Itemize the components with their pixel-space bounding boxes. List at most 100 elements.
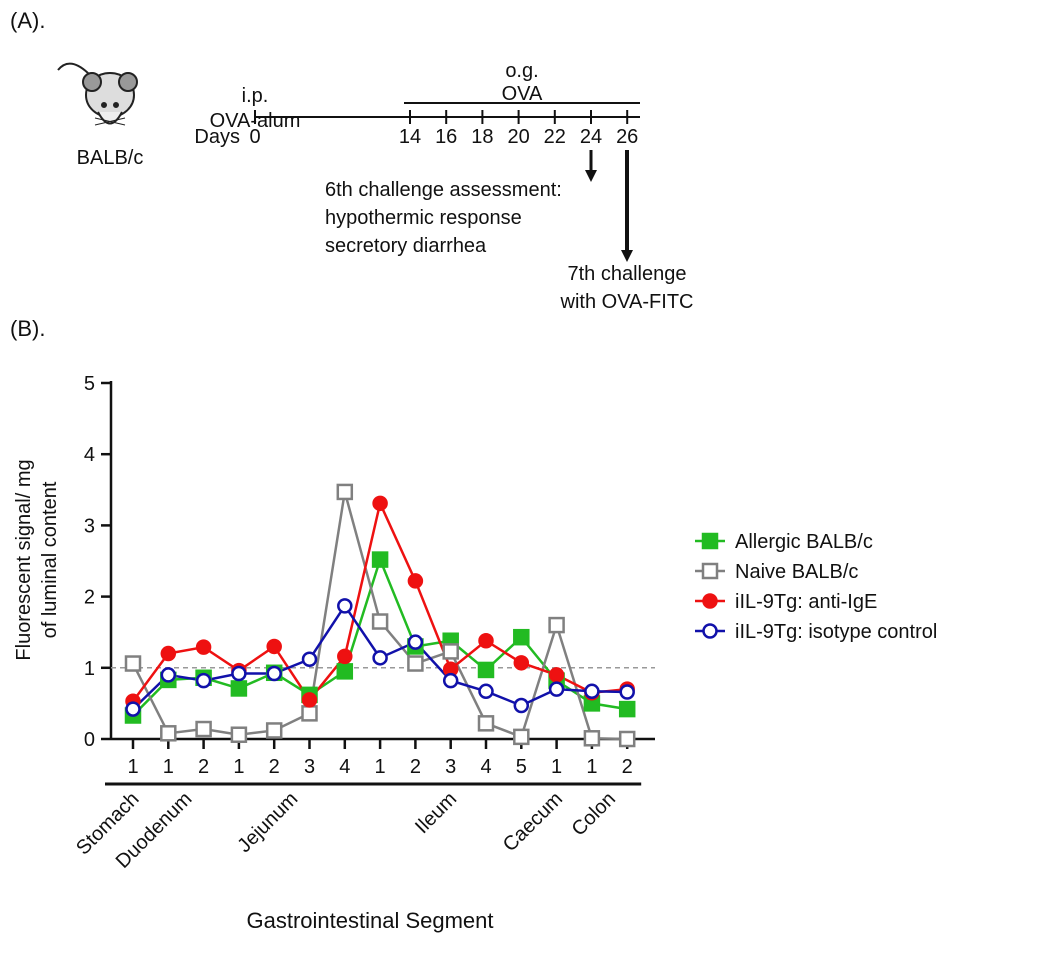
marker	[702, 623, 718, 639]
day-label: 14	[399, 126, 421, 148]
marker	[301, 692, 318, 708]
marker	[371, 613, 389, 630]
marker	[371, 551, 389, 568]
marker	[548, 616, 565, 634]
day-label: 18	[471, 126, 493, 148]
marker	[513, 697, 530, 714]
route-label: o.g.	[505, 60, 538, 82]
marker	[442, 672, 459, 689]
marker	[124, 655, 142, 672]
assessment-text: hypothermic response	[325, 207, 522, 229]
group-label: Jejunum	[233, 788, 302, 857]
group-label: Ileum	[411, 788, 461, 838]
marker	[265, 722, 283, 739]
marker	[513, 628, 530, 646]
y-tick-label: 0	[84, 729, 95, 751]
marker	[195, 639, 212, 655]
day-label: 20	[507, 126, 529, 148]
legend-label: iIL-9Tg: anti-IgE	[735, 591, 877, 613]
day-ticks: 0 14 16 18 20 22 24 26	[249, 110, 638, 148]
y-tick-label: 4	[84, 444, 95, 466]
marker	[372, 495, 388, 512]
assessment-text: secretory diarrhea	[325, 235, 487, 257]
marker	[548, 667, 565, 683]
x-tick-label: 2	[269, 756, 280, 778]
day-label: 16	[435, 126, 457, 148]
marker	[407, 573, 424, 589]
x-tick-label: 1	[233, 756, 244, 778]
marker	[618, 730, 636, 748]
strain-label: BALB/c	[77, 147, 144, 169]
marker	[266, 638, 282, 655]
day-label: 24	[580, 126, 602, 148]
assessment-text: 6th challenge assessment:	[325, 179, 562, 201]
y-tick-label: 3	[84, 515, 95, 537]
days-label: Days	[194, 126, 240, 148]
marker	[195, 720, 212, 738]
marker	[301, 651, 318, 668]
x-tick-label: 5	[516, 756, 527, 778]
x-axis-title: Gastrointestinal Segment	[246, 908, 493, 933]
group-label: Colon	[568, 788, 621, 841]
x-tick-label: 1	[551, 756, 562, 778]
day-label: 26	[616, 126, 638, 148]
marker	[160, 645, 177, 662]
panel-label: (B).	[10, 316, 45, 341]
marker	[478, 683, 494, 700]
marker	[701, 562, 719, 580]
marker	[336, 483, 354, 501]
marker	[583, 730, 601, 747]
marker	[372, 650, 388, 666]
marker	[513, 655, 530, 671]
marker	[618, 700, 636, 718]
y-tick-label: 2	[84, 587, 95, 609]
marker	[407, 655, 424, 672]
marker	[266, 665, 282, 682]
x-tick-label: 4	[339, 756, 350, 778]
marker	[513, 728, 530, 746]
marker	[478, 632, 494, 649]
y-tick-label: 1	[84, 658, 95, 680]
arrow-head	[621, 250, 633, 262]
x-tick-label: 1	[127, 756, 138, 778]
marker	[619, 684, 635, 700]
x-tick-label: 1	[163, 756, 174, 778]
marker	[230, 680, 248, 697]
y-tick-label: 5	[84, 373, 95, 395]
marker	[336, 663, 354, 680]
marker	[337, 648, 353, 665]
y-axis-title: of luminal content	[39, 481, 61, 638]
mouse-icon	[57, 62, 138, 126]
arrow-head	[585, 170, 597, 182]
marker	[301, 705, 318, 722]
route-label: OVA	[502, 83, 543, 105]
marker	[407, 634, 424, 650]
legend-label: Allergic BALB/c	[735, 531, 873, 553]
x-tick-label: 2	[198, 756, 209, 778]
legend-label: Naive BALB/c	[735, 561, 858, 583]
x-tick-label: 3	[445, 756, 456, 778]
marker	[160, 667, 177, 683]
marker	[584, 683, 600, 700]
day-label: 22	[544, 126, 566, 148]
marker	[477, 715, 495, 732]
x-tick-label: 2	[410, 756, 421, 778]
marker	[230, 726, 248, 743]
challenge-text: 7th challenge	[568, 263, 687, 285]
x-tick-label: 1	[375, 756, 386, 778]
challenge-text: with OVA-FITC	[560, 291, 694, 313]
day-label: 0	[249, 126, 260, 148]
legend-label: iIL-9Tg: isotype control	[735, 621, 937, 643]
marker	[231, 665, 247, 682]
panel-label: (A).	[10, 8, 45, 33]
marker	[702, 593, 718, 609]
x-tick-label: 1	[586, 756, 597, 778]
marker	[337, 598, 353, 614]
route-label: i.p.	[242, 85, 269, 107]
group-label: Caecum	[499, 788, 567, 856]
marker	[160, 725, 177, 742]
x-tick-label: 4	[480, 756, 491, 778]
marker	[125, 701, 141, 717]
